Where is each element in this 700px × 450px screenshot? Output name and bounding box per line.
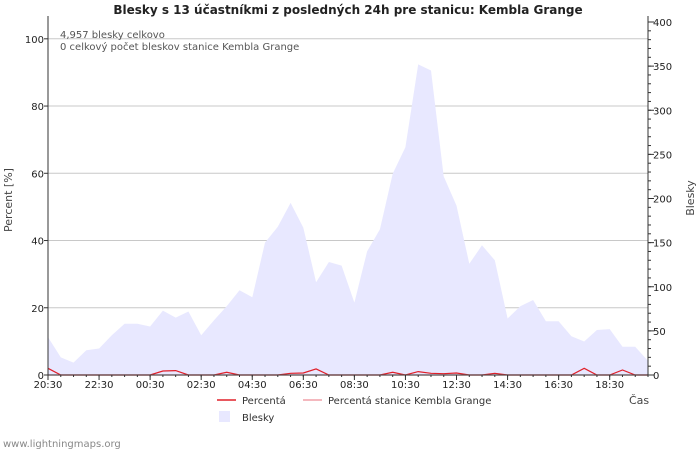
y-left-tick-label: 80 [31,102,44,113]
x-tick-label: 16:30 [544,380,573,391]
y-right-tick-label: 50 [653,327,666,338]
x-tick-label: 22:30 [85,380,114,391]
area-series-blesky [48,64,648,376]
y-right-tick-label: 200 [653,195,672,206]
x-ticks: 20:30 22:30 00:30 02:30 04:30 06:30 08:30 10:30… [34,375,649,391]
y-left-tick-label: 20 [31,304,44,315]
chart-title: Blesky s 13 účastníkmi z posledných 24h … [113,3,582,17]
x-tick-label: 04:30 [238,380,267,391]
legend: Percentá Percentá stanice Kembla Grange … [217,395,491,424]
x-tick-label: 06:30 [289,380,318,391]
y-right-tick-label: 400 [653,18,672,29]
y-left-tick-label: 100 [25,35,44,46]
x-tick-label: 10:30 [391,380,420,391]
y-left-ticks: 0 20 40 60 80 100 [25,35,48,382]
axes [47,16,649,376]
x-tick-label: 08:30 [340,380,369,391]
legend-label-percent: Percentá [242,395,286,407]
y-right-tick-label: 300 [653,106,672,117]
grid-lines [48,38,648,309]
x-tick-label: 00:30 [136,380,165,391]
y-right-tick-label: 0 [653,371,659,382]
plot-area [48,64,648,376]
legend-label-station-percent: Percentá stanice Kembla Grange [328,395,491,407]
legend-label-blesky: Blesky [242,413,274,424]
x-tick-label: 20:30 [34,380,63,391]
y-left-tick-label: 0 [38,371,44,382]
legend-swatch-blesky [219,411,230,422]
x-tick-label: 02:30 [187,380,216,391]
annotation-total: 4,957 blesky celkovo [60,30,165,41]
y-right-tick-label: 350 [653,62,672,73]
y-left-label: Percent [%] [2,168,15,232]
footer-credit: www.lightningmaps.org [3,439,121,450]
x-tick-label: 14:30 [493,380,522,391]
y-right-label: Blesky [684,180,697,216]
y-right-tick-label: 150 [653,239,672,250]
x-tick-label: 18:30 [595,380,624,391]
x-axis-label: Čas [629,394,649,407]
y-right-ticks: 0 50 100 150 200 250 300 350 400 [648,18,672,382]
y-left-tick-label: 40 [31,237,44,248]
y-left-tick-label: 60 [31,169,44,180]
x-tick-label: 12:30 [442,380,471,391]
annotation-station: 0 celkový počet bleskov stanice Kembla G… [60,41,299,53]
y-right-tick-label: 100 [653,283,672,294]
y-right-tick-label: 250 [653,150,672,161]
